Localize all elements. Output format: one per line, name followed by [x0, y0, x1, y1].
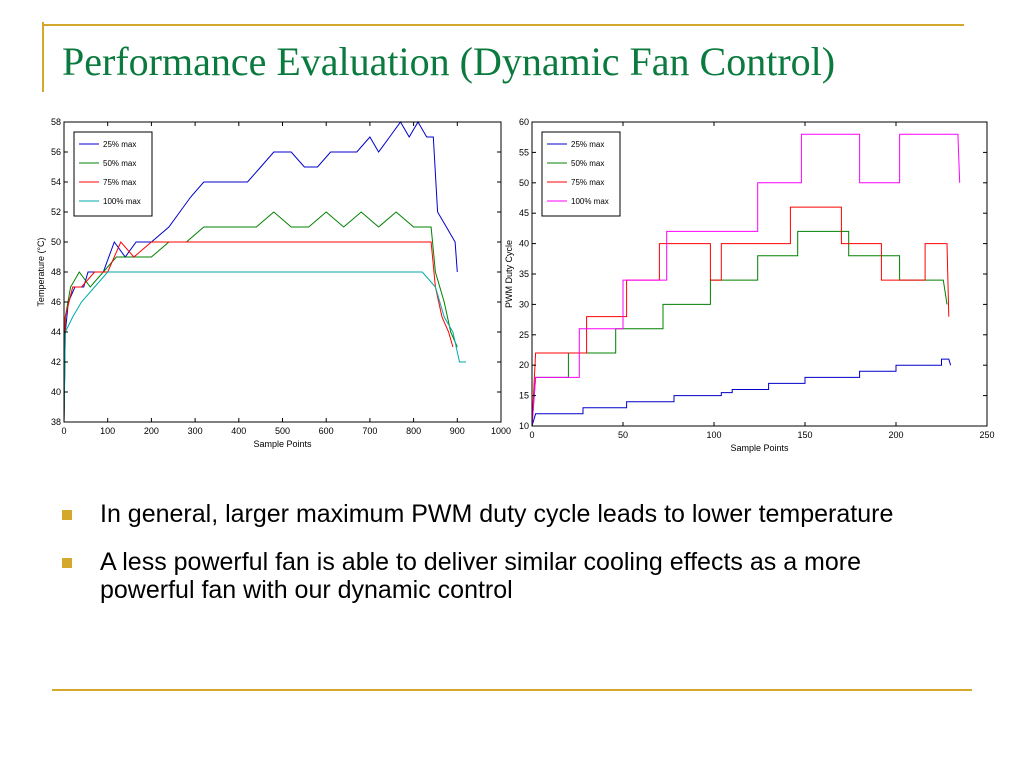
y-axis-label: PWM Duty Cycle	[504, 240, 514, 308]
y-axis-label: Temperature (°C)	[36, 237, 46, 306]
y-tick-label: 25	[519, 330, 529, 340]
y-tick-label: 48	[51, 267, 61, 277]
y-tick-label: 40	[51, 387, 61, 397]
y-tick-label: 10	[519, 421, 529, 431]
series-line	[63, 211, 458, 423]
y-tick-label: 56	[51, 147, 61, 157]
bullet-text: A less powerful fan is able to deliver s…	[100, 548, 862, 604]
x-tick-label: 250	[979, 430, 994, 440]
legend-label: 50% max	[103, 159, 136, 168]
legend-label: 75% max	[571, 178, 604, 187]
bullet-item: In general, larger maximum PWM duty cycl…	[62, 500, 962, 528]
bullet-text: In general, larger maximum PWM duty cycl…	[100, 500, 894, 528]
legend-label: 75% max	[103, 178, 136, 187]
y-tick-label: 52	[51, 207, 61, 217]
x-tick-label: 1000	[491, 426, 511, 436]
y-tick-label: 42	[51, 357, 61, 367]
y-tick-label: 46	[51, 297, 61, 307]
legend-box	[73, 131, 153, 217]
series-line	[63, 241, 454, 423]
square-bullet-icon	[62, 510, 72, 520]
x-tick-label: 0	[61, 426, 66, 436]
y-tick-label: 30	[519, 299, 529, 309]
legend-label: 100% max	[103, 197, 141, 206]
y-tick-label: 50	[519, 178, 529, 188]
slide-title: Performance Evaluation (Dynamic Fan Cont…	[62, 39, 836, 84]
x-tick-label: 0	[529, 430, 534, 440]
series-line	[531, 206, 950, 427]
series-line	[531, 133, 961, 427]
y-tick-label: 60	[519, 117, 529, 127]
y-tick-label: 20	[519, 360, 529, 370]
x-tick-label: 150	[797, 430, 812, 440]
x-tick-label: 50	[618, 430, 628, 440]
x-tick-label: 300	[188, 426, 203, 436]
x-tick-label: 200	[144, 426, 159, 436]
x-tick-label: 700	[362, 426, 377, 436]
legend-label: 50% max	[571, 159, 604, 168]
title-accent-bar	[42, 22, 44, 92]
y-tick-label: 40	[519, 239, 529, 249]
bullet-list: In general, larger maximum PWM duty cycl…	[62, 500, 962, 624]
x-tick-label: 200	[888, 430, 903, 440]
y-tick-label: 15	[519, 391, 529, 401]
x-tick-label: 100	[706, 430, 721, 440]
legend-label: 100% max	[571, 197, 609, 206]
y-tick-label: 54	[51, 177, 61, 187]
legend-box	[541, 131, 621, 217]
y-tick-label: 38	[51, 417, 61, 427]
y-tick-label: 45	[519, 208, 529, 218]
series-line	[63, 121, 458, 423]
square-bullet-icon	[62, 558, 72, 568]
y-tick-label: 44	[51, 327, 61, 337]
x-axis-label: Sample Points	[730, 443, 789, 453]
bottom-divider	[52, 689, 972, 691]
x-tick-label: 400	[231, 426, 246, 436]
y-tick-label: 50	[51, 237, 61, 247]
y-tick-label: 58	[51, 117, 61, 127]
legend-label: 25% max	[103, 140, 136, 149]
y-tick-label: 55	[519, 147, 529, 157]
pwm-duty-cycle-chart: 0 50 100 150 200 250 10 15 20 25 30 35 40 45 50 55 60 Sam…	[504, 117, 995, 453]
x-tick-label: 600	[319, 426, 334, 436]
x-tick-label: 900	[450, 426, 465, 436]
legend-label: 25% max	[571, 140, 604, 149]
temperature-chart: 0 100 200 300 400 500 600 700 800 900 1000 38 40 42 44…	[36, 117, 511, 449]
y-tick-label: 35	[519, 269, 529, 279]
top-divider	[42, 24, 964, 26]
series-line	[531, 358, 952, 427]
bullet-item: A less powerful fan is able to deliver s…	[62, 548, 962, 604]
x-tick-label: 800	[406, 426, 421, 436]
series-line	[63, 271, 466, 423]
x-tick-label: 500	[275, 426, 290, 436]
x-axis-label: Sample Points	[253, 439, 312, 449]
x-tick-label: 100	[100, 426, 115, 436]
